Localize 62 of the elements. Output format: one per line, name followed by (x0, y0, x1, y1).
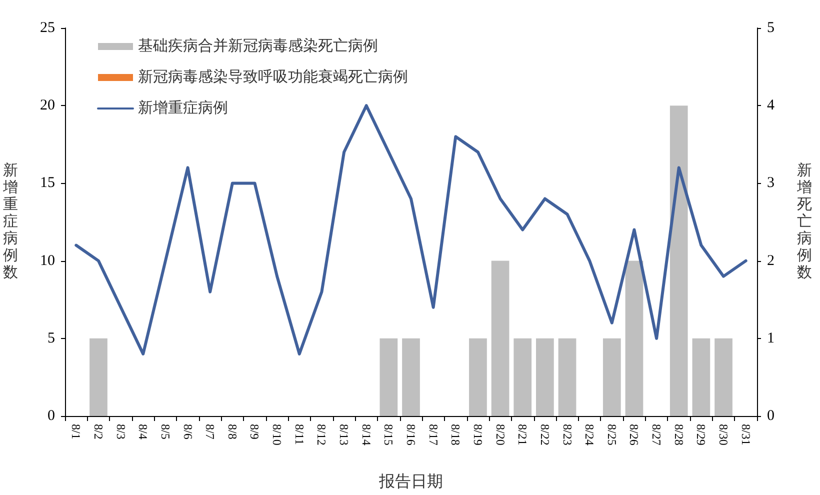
bar (714, 338, 732, 416)
x-tick-label: 8/27 (650, 424, 664, 446)
bar (625, 260, 644, 416)
x-tick-label: 8/2 (91, 424, 106, 440)
x-tick-label: 8/19 (470, 424, 485, 446)
x-tick-label: 8/9 (248, 424, 262, 440)
y-tick-label: 25 (40, 20, 55, 36)
bar (402, 338, 420, 416)
x-tick-label: 8/15 (382, 424, 396, 446)
y2-tick-label: 0 (767, 408, 774, 424)
x-tick-label: 8/7 (203, 424, 218, 440)
x-tick-label: 8/4 (136, 424, 150, 440)
x-tick-label: 8/21 (516, 424, 530, 446)
y-tick-label: 0 (48, 408, 55, 424)
x-tick-label: 8/1 (69, 424, 84, 440)
x-tick-label: 8/30 (716, 424, 731, 446)
x-tick-label: 8/8 (225, 424, 240, 440)
x-tick-label: 8/31 (738, 424, 753, 446)
x-tick-label: 8/25 (604, 424, 619, 446)
y-tick-label: 15 (40, 175, 55, 192)
x-tick-label: 8/23 (560, 424, 574, 446)
x-tick-label: 8/5 (158, 424, 172, 440)
bar (90, 338, 108, 416)
x-axis-title: 报告日期 (378, 472, 443, 490)
x-tick-label: 8/29 (694, 424, 708, 446)
x-tick-label: 8/12 (314, 424, 329, 446)
y2-axis-title: 新增死亡病例数 (796, 162, 812, 281)
y2-tick-label: 2 (767, 252, 774, 269)
x-tick-label: 8/22 (538, 424, 552, 446)
y-tick-label: 20 (40, 98, 55, 114)
y-tick-label: 10 (40, 252, 55, 269)
y2-tick-label: 3 (767, 175, 774, 192)
x-tick-label: 8/3 (114, 424, 128, 440)
bar (514, 338, 532, 416)
x-tick-label: 8/6 (180, 424, 195, 440)
x-tick-label: 8/24 (582, 424, 597, 446)
x-tick-label: 8/17 (426, 424, 440, 446)
y2-tick-label: 1 (767, 330, 774, 346)
bar (558, 338, 576, 416)
bar (692, 338, 710, 416)
legend-label: 基础疾病合并新冠病毒感染死亡病例 (138, 38, 378, 54)
x-tick-label: 8/14 (359, 424, 374, 446)
x-tick-label: 8/18 (448, 424, 463, 446)
x-tick-label: 8/13 (337, 424, 352, 446)
bar (469, 338, 487, 416)
bar (670, 106, 688, 416)
x-tick-label: 8/20 (493, 424, 508, 446)
bar (491, 260, 510, 416)
bar (536, 338, 554, 416)
x-tick-label: 8/26 (627, 424, 642, 446)
x-tick-label: 8/11 (292, 424, 306, 445)
legend-label: 新增重症病例 (138, 100, 228, 116)
x-tick-label: 8/10 (270, 424, 284, 446)
y-tick-label: 5 (48, 330, 55, 346)
bar (602, 338, 621, 416)
x-tick-label: 8/28 (672, 424, 686, 446)
y2-tick-label: 4 (767, 98, 775, 114)
y2-tick-label: 5 (767, 20, 774, 36)
y-axis-title: 新增重症病例数 (2, 162, 18, 281)
bar (380, 338, 398, 416)
legend-label: 新冠病毒感染导致呼吸功能衰竭死亡病例 (138, 68, 408, 86)
x-tick-label: 8/16 (404, 424, 418, 446)
